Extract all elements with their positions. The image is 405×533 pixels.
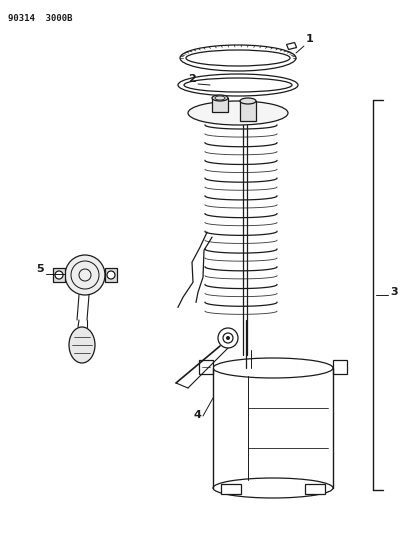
Text: 3: 3 — [390, 287, 398, 297]
Circle shape — [65, 255, 105, 295]
Ellipse shape — [188, 101, 288, 125]
Circle shape — [55, 271, 63, 279]
Bar — [212, 98, 228, 112]
Text: 5: 5 — [36, 264, 44, 274]
Bar — [53, 268, 65, 282]
Circle shape — [107, 271, 115, 279]
Polygon shape — [287, 43, 296, 50]
Bar — [240, 101, 256, 121]
Ellipse shape — [213, 478, 333, 498]
Text: 1: 1 — [306, 34, 314, 44]
Ellipse shape — [212, 95, 228, 101]
Bar — [221, 484, 241, 494]
Ellipse shape — [69, 327, 95, 363]
Ellipse shape — [213, 358, 333, 378]
Ellipse shape — [240, 98, 256, 104]
Text: 2: 2 — [188, 74, 196, 84]
Bar — [199, 360, 213, 374]
Bar — [333, 360, 347, 374]
Text: 90314  3000B: 90314 3000B — [8, 14, 72, 23]
Circle shape — [218, 328, 238, 348]
Text: 4: 4 — [193, 410, 201, 420]
Bar — [105, 268, 117, 282]
Bar — [305, 484, 325, 494]
Circle shape — [226, 336, 230, 340]
